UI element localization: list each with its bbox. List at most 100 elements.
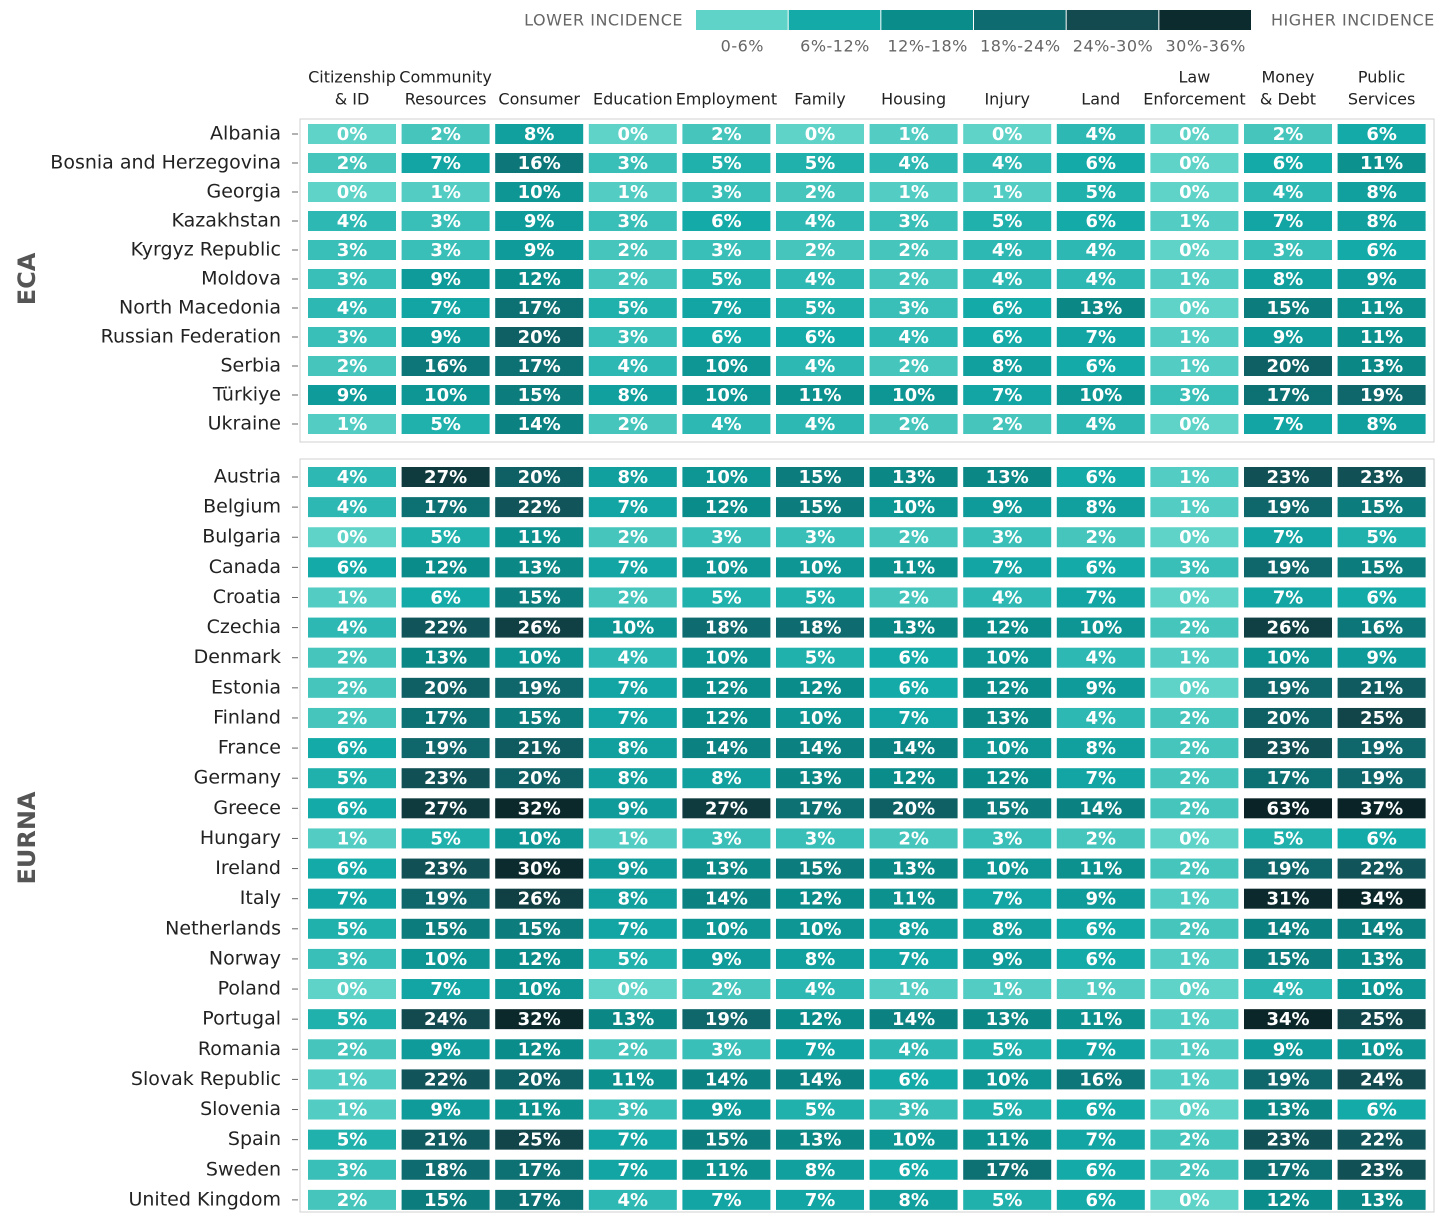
cell-value-label: 17% xyxy=(518,1160,561,1181)
cell-value-label: 3% xyxy=(618,327,649,348)
heatmap-cell xyxy=(1056,298,1145,318)
heatmap-cell xyxy=(776,1129,864,1150)
heatmap-cell xyxy=(401,527,490,548)
cell-value-label: 9% xyxy=(430,1100,461,1121)
heatmap-cell xyxy=(1244,327,1332,347)
cell-value-label: 10% xyxy=(798,708,841,729)
cell-value-label: 6% xyxy=(1273,153,1304,174)
cell-value-label: 17% xyxy=(1266,768,1309,789)
cell-value-label: 0% xyxy=(337,124,368,145)
heatmap-cell xyxy=(1150,414,1239,434)
cell-value-label: 9% xyxy=(711,1100,742,1121)
row-label: North Macedonia xyxy=(119,297,281,319)
cell-value-label: 9% xyxy=(430,327,461,348)
heatmap-cell xyxy=(869,240,958,260)
row-label: Germany xyxy=(194,767,281,789)
heatmap-cell xyxy=(495,298,584,318)
heatmap-cell xyxy=(1244,798,1332,819)
row-label: Austria xyxy=(214,466,281,488)
cell-value-label: 11% xyxy=(518,1100,561,1121)
column-label: Housing xyxy=(881,90,946,109)
heatmap-cell xyxy=(869,1039,958,1060)
cell-value-label: 3% xyxy=(618,153,649,174)
heatmap-cell xyxy=(588,738,677,759)
cell-value-label: 23% xyxy=(1266,467,1309,488)
heatmap-cell xyxy=(1150,327,1239,347)
heatmap-cell xyxy=(682,385,771,405)
heatmap-cell xyxy=(1150,1039,1239,1060)
heatmap-cell xyxy=(1056,211,1145,231)
cell-value-label: 13% xyxy=(424,648,467,669)
heatmap-cell xyxy=(588,1099,677,1120)
heatmap-cell xyxy=(1056,738,1145,759)
cell-value-label: 1% xyxy=(1179,356,1210,377)
cell-value-label: 8% xyxy=(618,738,649,759)
cell-value-label: 12% xyxy=(986,678,1029,699)
cell-value-label: 6% xyxy=(337,557,368,578)
heatmap-cell xyxy=(495,1039,584,1060)
heatmap-cell xyxy=(682,647,771,668)
heatmap-cell xyxy=(588,356,677,376)
cell-value-label: 21% xyxy=(1360,678,1403,699)
cell-value-label: 10% xyxy=(986,859,1029,880)
heatmap-cell xyxy=(869,768,958,789)
cell-value-label: 15% xyxy=(518,708,561,729)
heatmap-cell xyxy=(1337,888,1426,909)
cell-value-label: 7% xyxy=(337,889,368,910)
heatmap-cell xyxy=(401,707,490,728)
cell-value-label: 2% xyxy=(618,527,649,548)
heatmap-cell xyxy=(588,768,677,789)
heatmap-cell xyxy=(869,1069,958,1090)
cell-value-label: 6% xyxy=(1366,828,1397,849)
heatmap-cell xyxy=(588,327,677,347)
cell-value-label: 13% xyxy=(798,768,841,789)
heatmap-cell xyxy=(401,1159,490,1180)
cell-value-label: 6% xyxy=(1366,1100,1397,1121)
heatmap-cell xyxy=(1056,858,1145,879)
heatmap-cell xyxy=(1244,1039,1332,1060)
heatmap-cell xyxy=(588,1069,677,1090)
cell-value-label: 3% xyxy=(618,1100,649,1121)
heatmap-cell xyxy=(1337,858,1426,879)
row-label: Ireland xyxy=(215,857,281,879)
heatmap-cell xyxy=(776,467,864,487)
heatmap-cell xyxy=(869,617,958,638)
heatmap-cell xyxy=(963,888,1052,909)
cell-value-label: 4% xyxy=(805,979,836,1000)
cell-value-label: 8% xyxy=(711,768,742,789)
cell-value-label: 11% xyxy=(705,1160,748,1181)
cell-value-label: 2% xyxy=(618,240,649,261)
cell-value-label: 7% xyxy=(1273,587,1304,608)
heatmap-cell xyxy=(401,1189,490,1210)
cell-value-label: 4% xyxy=(1086,708,1117,729)
heatmap-cell xyxy=(776,798,864,819)
heatmap-cell xyxy=(776,617,864,638)
heatmap-cell xyxy=(869,707,958,728)
cell-value-label: 1% xyxy=(337,828,368,849)
heatmap-cell xyxy=(1056,1129,1145,1150)
heatmap-cell xyxy=(1056,1009,1145,1030)
group-label: EURNA xyxy=(13,791,41,884)
cell-value-label: 22% xyxy=(518,497,561,518)
cell-value-label: 4% xyxy=(1086,124,1117,145)
heatmap-cell xyxy=(401,557,490,578)
heatmap-cell xyxy=(401,327,490,347)
heatmap-cell xyxy=(495,707,584,728)
cell-value-label: 10% xyxy=(892,385,935,406)
cell-value-label: 2% xyxy=(618,414,649,435)
cell-value-label: 10% xyxy=(705,385,748,406)
cell-value-label: 2% xyxy=(898,356,929,377)
cell-value-label: 4% xyxy=(337,211,368,232)
row-label: Moldova xyxy=(201,268,281,290)
cell-value-label: 13% xyxy=(986,467,1029,488)
row-label: Portugal xyxy=(202,1008,281,1030)
heatmap-cell xyxy=(588,798,677,819)
legend-swatch xyxy=(696,10,788,30)
heatmap-cell xyxy=(495,385,584,405)
heatmap-cell xyxy=(869,269,958,289)
heatmap-cell xyxy=(401,467,490,487)
heatmap-cell xyxy=(682,798,771,819)
heatmap-cell xyxy=(308,1039,396,1060)
cell-value-label: 6% xyxy=(898,1069,929,1090)
cell-value-label: 8% xyxy=(1366,414,1397,435)
